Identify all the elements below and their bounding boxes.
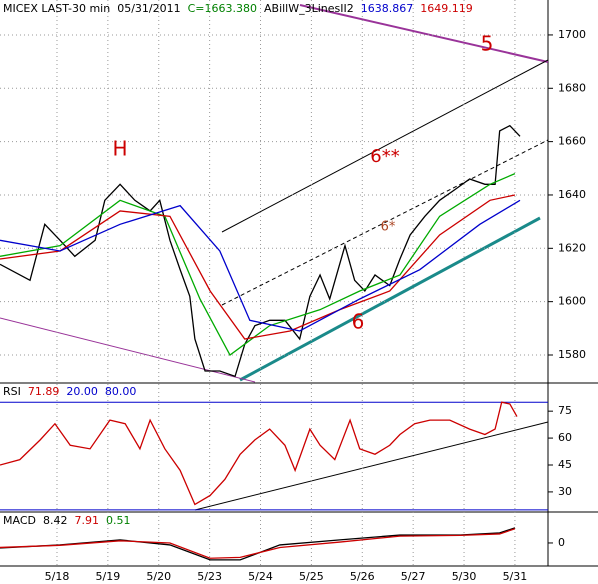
header-text: C=1663.380 [188, 2, 257, 15]
x-tick-label: 5/30 [452, 570, 477, 583]
x-tick-label: 5/19 [96, 570, 121, 583]
annotation: H [112, 137, 127, 161]
y-tick-label: 75 [558, 404, 572, 417]
annotation: 6* [381, 220, 396, 235]
y-tick-label: 30 [558, 485, 572, 498]
annotation: 5 [481, 32, 494, 56]
header-text: 80.00 [105, 385, 137, 398]
trend-line [221, 59, 549, 233]
y-tick-label: 1700 [558, 28, 586, 41]
trend-line [239, 216, 541, 382]
y-tick-label: 1580 [558, 348, 586, 361]
x-tick-label: 5/23 [197, 570, 222, 583]
y-tick-label: 1600 [558, 295, 586, 308]
header-text: 7.91 [74, 514, 99, 527]
series-line [0, 173, 516, 356]
header-text: 1649.119 [420, 2, 473, 15]
trend-line [194, 421, 549, 511]
x-tick-label: 5/20 [146, 570, 171, 583]
x-tick-label: 5/18 [45, 570, 70, 583]
y-tick-label: 45 [558, 458, 572, 471]
y-tick-label: 1660 [558, 135, 586, 148]
trend-line [221, 139, 549, 306]
x-tick-label: 5/25 [299, 570, 324, 583]
x-tick-label: 5/27 [401, 570, 426, 583]
header-text: ABillW_3LinesII2 [264, 2, 354, 15]
header-text: 20.00 [66, 385, 98, 398]
header-text: 0.51 [106, 514, 131, 527]
trend-line [299, 4, 549, 63]
x-tick-label: 5/24 [248, 570, 273, 583]
series-line [0, 124, 521, 378]
y-tick-label: 60 [558, 431, 572, 444]
y-tick-label: 0 [558, 536, 565, 549]
series-line [0, 194, 516, 340]
x-tick-label: 5/31 [503, 570, 528, 583]
header-text: 1638.867 [361, 2, 414, 15]
header-text: MACD [3, 514, 36, 527]
series-line [0, 401, 518, 506]
y-tick-label: 1680 [558, 81, 586, 94]
x-tick-label: 5/26 [350, 570, 375, 583]
header-text: RSI [3, 385, 21, 398]
header-text: MICEX LAST-30 min [3, 2, 110, 15]
y-tick-label: 1640 [558, 188, 586, 201]
series-line [0, 199, 521, 332]
annotation: 6 [352, 310, 365, 334]
series-line [0, 528, 516, 559]
header-text: 05/31/2011 [117, 2, 180, 15]
header-text: 8.42 [43, 514, 68, 527]
header-text: 71.89 [28, 385, 60, 398]
y-tick-label: 1620 [558, 241, 586, 254]
annotation: 6** [370, 146, 399, 167]
